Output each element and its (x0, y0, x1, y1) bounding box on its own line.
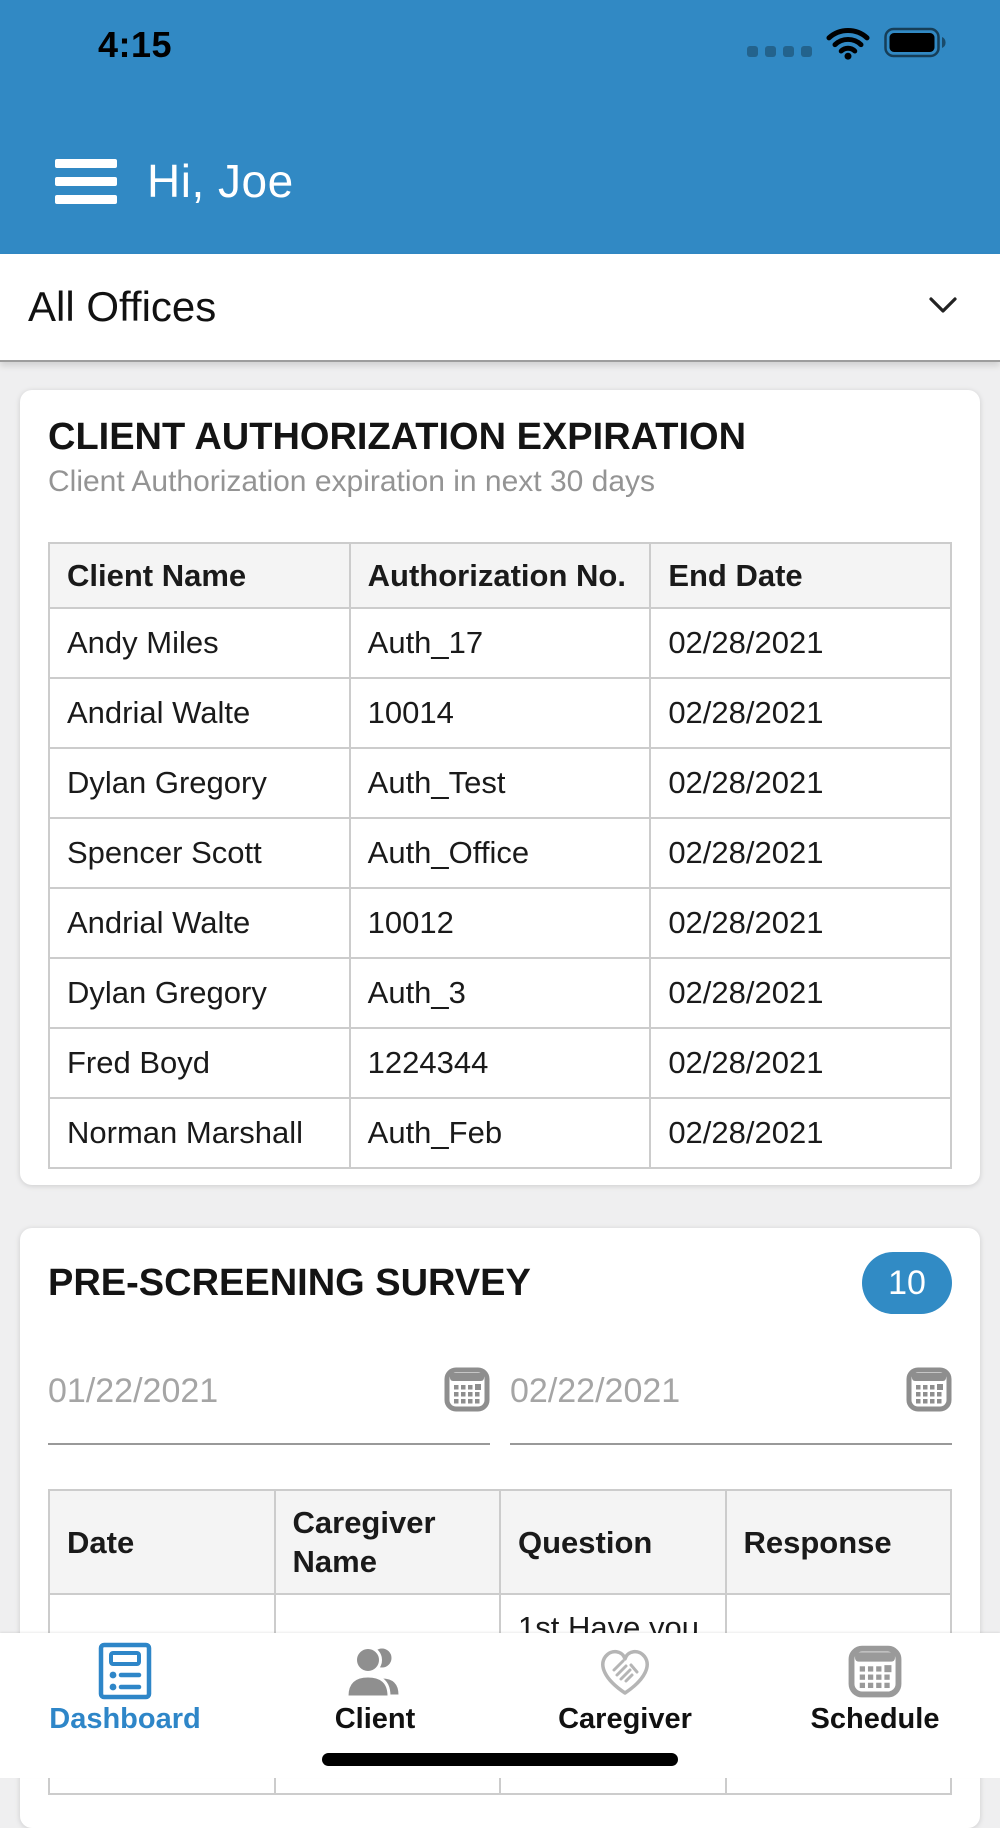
card-title: CLIENT AUTHORIZATION EXPIRATION (48, 416, 747, 458)
schedule-calendar-icon (848, 1641, 902, 1701)
table-cell: 1224344 (348, 1027, 652, 1099)
tab-schedule[interactable]: Schedule (750, 1633, 1000, 1778)
tab-label: Caregiver (558, 1703, 692, 1735)
table-cell: 02/28/2021 (649, 747, 952, 819)
caregiver-heart-handshake-icon (595, 1641, 655, 1701)
table-header-row: Client Name Authorization No. End Date (48, 542, 952, 609)
tab-label: Client (334, 1703, 416, 1735)
battery-icon (884, 27, 948, 64)
home-indicator[interactable] (322, 1753, 678, 1766)
column-header: Response (724, 1489, 952, 1595)
table-cell: Auth_Feb (348, 1097, 652, 1169)
table-row: Andrial Walte 10012 02/28/2021 (48, 887, 952, 959)
status-bar: 4:15 (0, 0, 1000, 66)
table-row: Dylan Gregory Auth_Test 02/28/2021 (48, 747, 952, 819)
office-selector[interactable]: All Offices (0, 254, 1000, 362)
table-row: Dylan Gregory Auth_3 02/28/2021 (48, 957, 952, 1029)
table-cell: 02/28/2021 (649, 887, 952, 959)
column-header: Date (48, 1489, 276, 1595)
table-header-row: Date Caregiver Name Question Response (48, 1489, 952, 1595)
end-date-field[interactable]: 02/22/2021 (510, 1366, 952, 1445)
tab-dashboard[interactable]: Dashboard (0, 1633, 250, 1778)
table-cell: Spencer Scott (48, 817, 351, 889)
greeting-text: Hi, Joe (147, 155, 294, 207)
table-cell: Andrial Walte (48, 887, 351, 959)
table-cell: Auth_Office (348, 817, 652, 889)
table-cell: Auth_Test (348, 747, 652, 819)
table-cell: Dylan Gregory (48, 957, 351, 1029)
dashboard-content: CLIENT AUTHORIZATION EXPIRATION Client A… (0, 390, 1000, 1828)
table-row: Andy Miles Auth_17 02/28/2021 (48, 607, 952, 679)
table-cell: 02/28/2021 (649, 817, 952, 889)
table-cell: 02/28/2021 (649, 957, 952, 1029)
date-range-row: 01/22/2021 02/22/2021 (48, 1366, 952, 1445)
start-date-field[interactable]: 01/22/2021 (48, 1366, 490, 1445)
table-cell: Dylan Gregory (48, 747, 351, 819)
calendar-icon[interactable] (906, 1366, 952, 1417)
wifi-icon (826, 26, 870, 65)
menu-icon[interactable] (55, 158, 117, 204)
table-cell: 02/28/2021 (649, 1027, 952, 1099)
table-row: Andrial Walte 10014 02/28/2021 (48, 677, 952, 749)
office-selector-value: All Offices (28, 283, 217, 330)
client-authorization-card: CLIENT AUTHORIZATION EXPIRATION Client A… (20, 390, 980, 1185)
table-cell: 02/28/2021 (649, 1097, 952, 1169)
column-header: Caregiver Name (273, 1489, 501, 1595)
dashboard-list-icon (98, 1641, 152, 1701)
table-cell: Andy Miles (48, 607, 351, 679)
chevron-down-icon (928, 296, 958, 319)
table-row: Norman Marshall Auth_Feb 02/28/2021 (48, 1097, 952, 1169)
end-date-value: 02/22/2021 (510, 1372, 681, 1410)
tab-label: Dashboard (49, 1703, 201, 1735)
column-header: Question (499, 1489, 727, 1595)
bottom-tab-bar: Dashboard Client (0, 1633, 1000, 1778)
table-cell: 02/28/2021 (649, 607, 952, 679)
calendar-icon[interactable] (444, 1366, 490, 1417)
status-icons (747, 26, 948, 65)
table-cell: Auth_17 (348, 607, 652, 679)
status-time: 4:15 (98, 24, 173, 65)
column-header: Authorization No. (348, 542, 652, 609)
table-cell: Andrial Walte (48, 677, 351, 749)
survey-count-badge: 10 (862, 1252, 952, 1314)
column-header: End Date (649, 542, 952, 609)
table-cell: 10014 (348, 677, 652, 749)
table-cell: Auth_3 (348, 957, 652, 1029)
survey-card-header: PRE-SCREENING SURVEY 10 (48, 1252, 952, 1314)
cellular-signal-icon (747, 45, 812, 57)
table-cell: Norman Marshall (48, 1097, 351, 1169)
card-subtitle: Client Authorization expiration in next … (48, 465, 656, 498)
column-header: Client Name (48, 542, 351, 609)
table-row: Fred Boyd 1224344 02/28/2021 (48, 1027, 952, 1099)
tab-client[interactable]: Client (250, 1633, 500, 1778)
authorization-table: Client Name Authorization No. End Date And… (48, 542, 952, 1169)
start-date-value: 01/22/2021 (48, 1372, 219, 1410)
table-cell: 02/28/2021 (649, 677, 952, 749)
app-header: 4:15 Hi, Joe (0, 0, 1000, 254)
header-row: Hi, Joe (0, 154, 1000, 208)
table-row: Spencer Scott Auth_Office 02/28/2021 (48, 817, 952, 889)
table-cell: 10012 (348, 887, 652, 959)
tab-label: Schedule (810, 1703, 940, 1735)
table-cell: Fred Boyd (48, 1027, 351, 1099)
card-title: PRE-SCREENING SURVEY (48, 1262, 531, 1304)
tab-caregiver[interactable]: Caregiver (500, 1633, 750, 1778)
clients-icon (342, 1641, 408, 1701)
